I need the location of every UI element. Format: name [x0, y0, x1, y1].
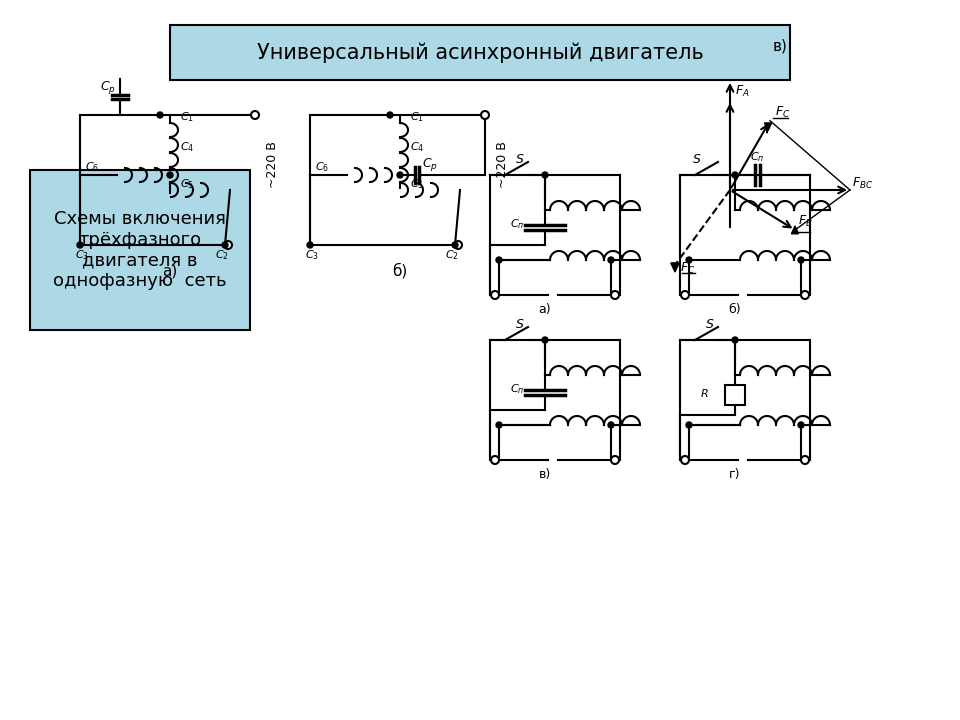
Text: $C_2$: $C_2$	[215, 248, 228, 262]
Bar	[725, 385, 745, 405]
Text: $F_C$: $F_C$	[680, 261, 695, 276]
Text: $C_п$: $C_п$	[750, 150, 764, 164]
Polygon shape	[671, 263, 679, 272]
Text: а): а)	[162, 263, 178, 278]
Text: в): в)	[773, 38, 787, 53]
Circle shape	[686, 422, 692, 428]
Text: $C_6$: $C_6$	[315, 160, 329, 174]
Circle shape	[496, 257, 502, 263]
Circle shape	[387, 112, 393, 118]
Circle shape	[397, 172, 403, 178]
Text: $S$: $S$	[705, 318, 714, 331]
Circle shape	[251, 111, 259, 119]
Circle shape	[542, 172, 548, 178]
Circle shape	[732, 172, 738, 178]
Text: $C_п$: $C_п$	[510, 382, 524, 396]
Circle shape	[454, 241, 462, 249]
Circle shape	[611, 456, 619, 464]
Text: б): б)	[729, 303, 741, 316]
Text: $C_1$: $C_1$	[410, 110, 424, 124]
Text: г): г)	[730, 468, 741, 481]
Circle shape	[801, 456, 809, 464]
FancyBboxPatch shape	[30, 170, 250, 330]
Text: $S$: $S$	[515, 153, 524, 166]
Circle shape	[608, 257, 614, 263]
Circle shape	[686, 257, 692, 263]
Circle shape	[491, 456, 499, 464]
Circle shape	[167, 172, 173, 178]
Text: $S$: $S$	[692, 153, 702, 166]
Circle shape	[307, 242, 313, 248]
Circle shape	[481, 111, 489, 119]
Circle shape	[732, 337, 738, 343]
Circle shape	[798, 422, 804, 428]
Circle shape	[681, 291, 689, 299]
FancyBboxPatch shape	[170, 25, 790, 80]
Circle shape	[542, 337, 548, 343]
Text: $C_p$: $C_p$	[100, 79, 116, 96]
Circle shape	[77, 242, 83, 248]
Text: $C_3$: $C_3$	[75, 248, 89, 262]
Text: ~220 В: ~220 В	[266, 141, 278, 188]
Circle shape	[222, 242, 228, 248]
Circle shape	[798, 257, 804, 263]
Text: $C_p$: $C_p$	[422, 156, 438, 173]
Text: в): в)	[539, 468, 551, 481]
Text: $C_п$: $C_п$	[510, 217, 524, 231]
Text: $F_{BC}$: $F_{BC}$	[852, 176, 874, 191]
Text: $C_3$: $C_3$	[305, 248, 319, 262]
Text: $S$: $S$	[515, 318, 524, 331]
Text: а): а)	[539, 303, 551, 316]
Text: б): б)	[393, 262, 408, 278]
Circle shape	[491, 291, 499, 299]
Circle shape	[608, 422, 614, 428]
Circle shape	[611, 291, 619, 299]
Text: $F_C$: $F_C$	[775, 104, 790, 120]
Text: $C_2$: $C_2$	[445, 248, 459, 262]
Text: $F_B$: $F_B$	[798, 214, 813, 229]
Text: $C_4$: $C_4$	[180, 140, 194, 154]
Text: $C_4$: $C_4$	[410, 140, 424, 154]
Circle shape	[496, 422, 502, 428]
Text: ~220 В: ~220 В	[495, 141, 509, 188]
Polygon shape	[791, 226, 799, 234]
Circle shape	[224, 241, 232, 249]
Text: Универсальный асинхронный двигатель: Универсальный асинхронный двигатель	[256, 42, 704, 63]
Text: $C_5$: $C_5$	[410, 177, 424, 191]
Polygon shape	[764, 123, 772, 131]
Circle shape	[801, 291, 809, 299]
Circle shape	[452, 242, 458, 248]
Text: $C_6$: $C_6$	[85, 160, 99, 174]
Text: $C_1$: $C_1$	[180, 110, 194, 124]
Circle shape	[157, 112, 163, 118]
Text: $C_5$: $C_5$	[180, 177, 194, 191]
Text: $R$: $R$	[700, 387, 708, 399]
Text: $F_A$: $F_A$	[735, 84, 750, 99]
Text: Схемы включения
трёхфазного
двигателя в
однофазную  сеть: Схемы включения трёхфазного двигателя в …	[53, 210, 227, 290]
Circle shape	[681, 456, 689, 464]
